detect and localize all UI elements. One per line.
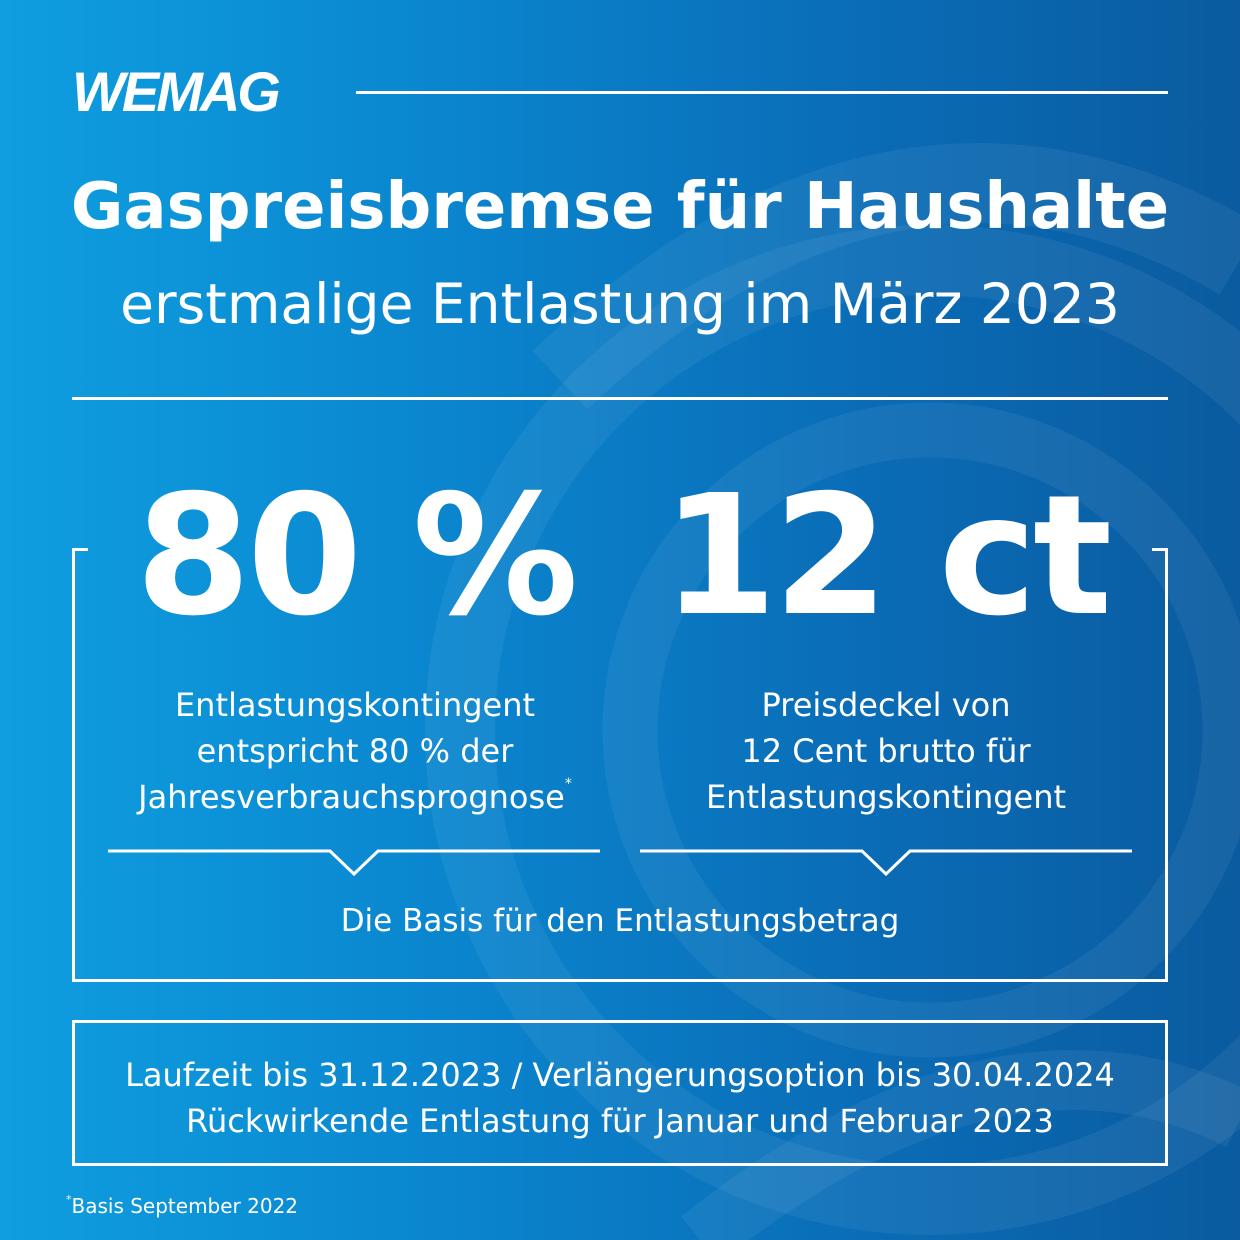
wemag-logo: WEMAG — [72, 60, 281, 123]
basis-caption: Die Basis für den Entlastungsbetrag — [340, 903, 900, 939]
page-title: Gaspreisbremse für Haushalte — [70, 170, 1170, 244]
description-line: 12 Cent brutto für — [741, 732, 1031, 770]
title-divider — [72, 397, 1168, 400]
stat-cent-description: Preisdeckel von 12 Cent brutto für Entla… — [651, 682, 1121, 820]
info-line-term: Laufzeit bis 31.12.2023 / Verlängerungso… — [125, 1056, 1115, 1094]
stat-percentage-description: Entlastungskontingent entspricht 80 % de… — [120, 682, 590, 820]
description-line: Entlastungskontingent — [705, 778, 1067, 816]
header-rule — [356, 91, 1168, 94]
footnote: *Basis September 2022 — [66, 1192, 298, 1220]
chevron-divider-left — [108, 849, 600, 877]
footnote-marker: * — [564, 776, 572, 792]
chevron-divider-right — [640, 849, 1132, 877]
description-line: Entlastungskontingent — [174, 686, 536, 724]
stat-percentage-value: 80 % — [135, 460, 578, 653]
description-line: entspricht 80 % der — [196, 732, 514, 770]
description-line: Jahresverbrauchsprognose — [138, 778, 565, 816]
stat-cent-value: 12 ct — [661, 460, 1113, 653]
info-line-retroactive: Rückwirkende Entlastung für Januar und F… — [186, 1102, 1054, 1140]
footnote-marker: * — [66, 1193, 72, 1206]
info-box: Laufzeit bis 31.12.2023 / Verlängerungso… — [72, 1020, 1168, 1166]
description-line: Preisdeckel von — [761, 686, 1011, 724]
page-subtitle: erstmalige Entlastung im März 2023 — [120, 272, 1120, 336]
footnote-text: Basis September 2022 — [71, 1194, 299, 1218]
